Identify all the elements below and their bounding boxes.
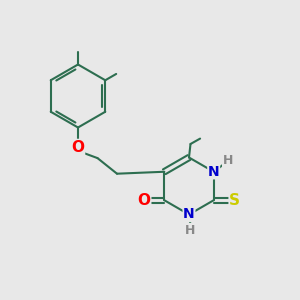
Text: O: O xyxy=(71,140,85,154)
Text: H: H xyxy=(185,224,196,237)
Text: S: S xyxy=(229,193,240,208)
Text: N: N xyxy=(183,208,195,221)
Text: O: O xyxy=(138,193,151,208)
Text: H: H xyxy=(223,154,233,167)
Text: N: N xyxy=(208,165,220,179)
